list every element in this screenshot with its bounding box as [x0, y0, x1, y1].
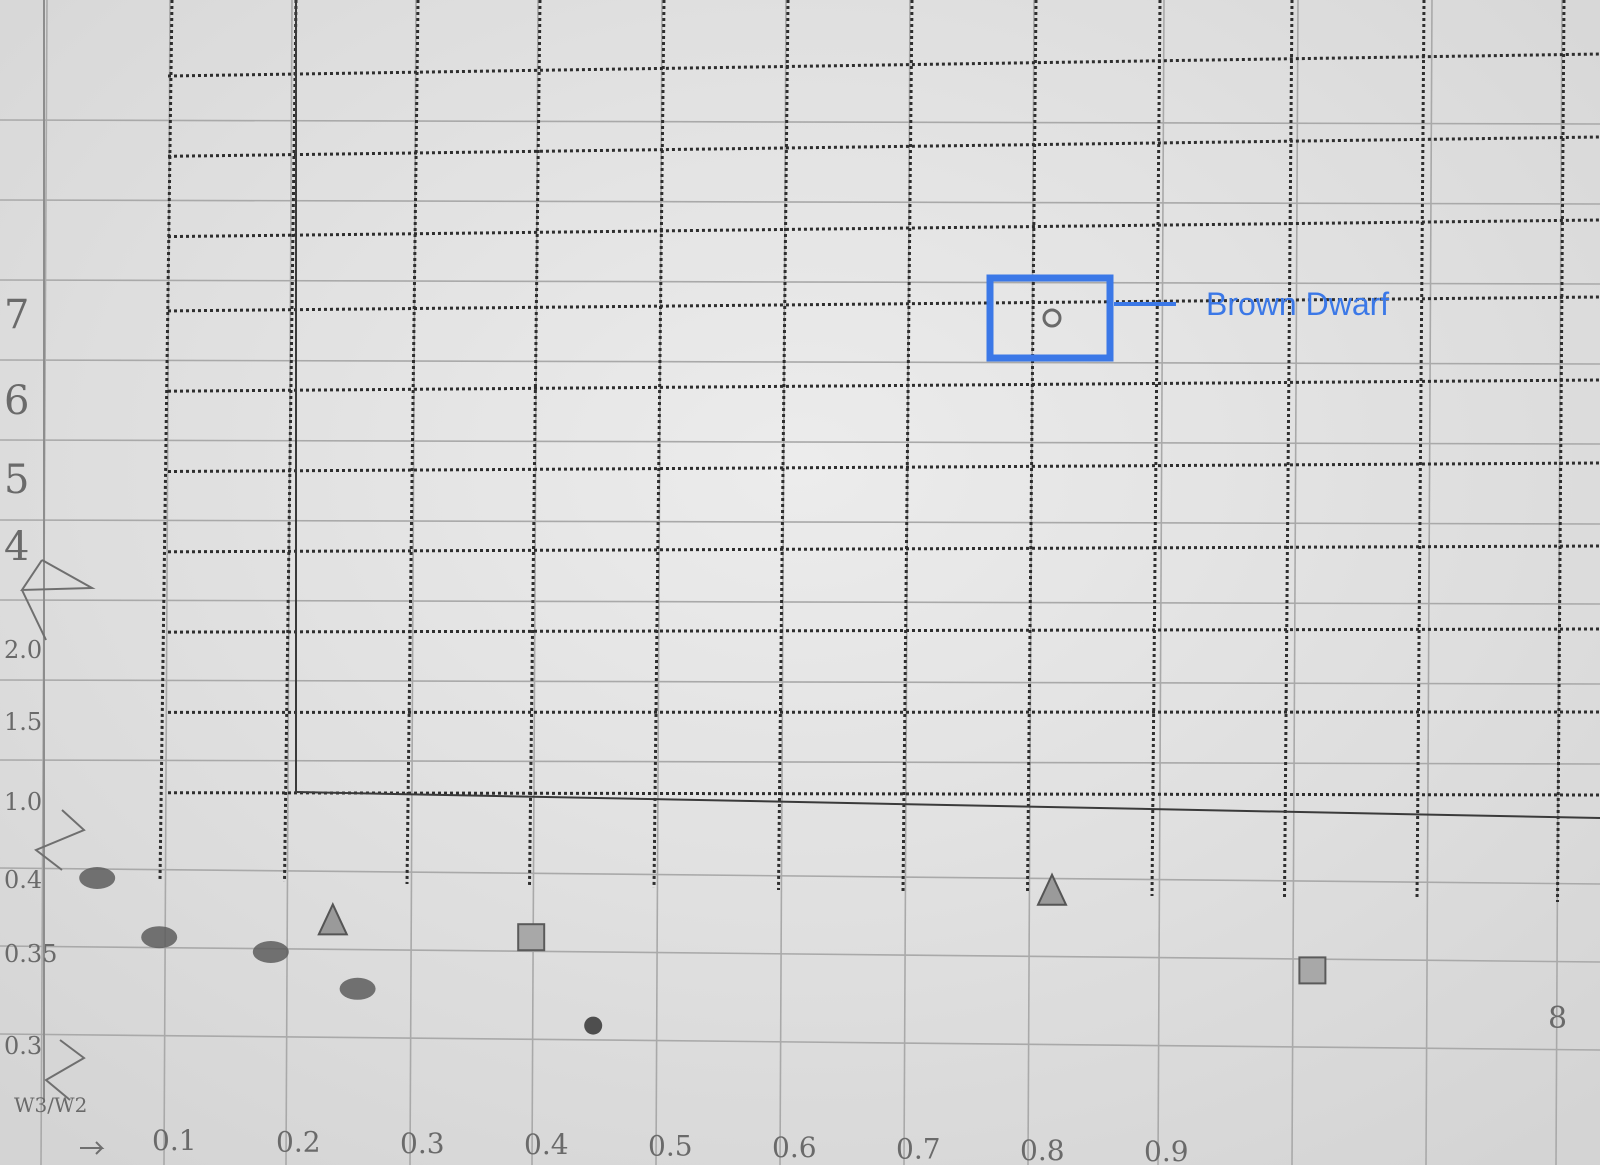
dotted-gridline-v [777, 0, 790, 891]
dotted-gridline-v [528, 0, 542, 887]
dotted-gridline-v [1415, 0, 1426, 901]
x-tick-label: 0.5 [648, 1130, 693, 1163]
y-tick-label: 1.0 [4, 788, 42, 816]
pencil-gridline-h [0, 679, 1600, 685]
pencil-gridline-h [0, 199, 1600, 205]
dotted-grid [158, 0, 1600, 903]
annotation-box [986, 274, 1114, 362]
x-tick-label: 0.7 [896, 1132, 941, 1165]
data-point-oval [252, 941, 289, 963]
y-tick-label: 5 [4, 457, 29, 503]
dotted-gridline-v [158, 0, 174, 881]
dotted-gridline-v [901, 0, 914, 893]
dotted-gridline-v [1556, 0, 1566, 903]
x-tick-label: 0.3 [400, 1127, 445, 1160]
x-label-arrow [80, 1141, 105, 1155]
y-tick-label: 0.4 [4, 866, 42, 894]
pencil-gridline-v [1291, 0, 1299, 1165]
pencil-gridline-h [0, 519, 1600, 525]
dotted-gridline-v [1026, 0, 1038, 895]
data-point-square [517, 923, 546, 952]
pencil-gridline-h [0, 359, 1600, 365]
x-tick-label: 0.4 [524, 1128, 569, 1161]
data-point-oval [339, 977, 376, 1000]
plot-frame [43, 0, 1600, 1100]
pencil-gridline-h [0, 1033, 1600, 1051]
x-tick-label: 0.2 [276, 1125, 321, 1158]
pencil-gridline-h [0, 279, 1600, 285]
dotted-gridline-h [167, 218, 1600, 239]
pencil-gridline-h [0, 599, 1600, 605]
y-tick-label: 0.35 [4, 940, 57, 968]
y-tick-label: 0.3 [4, 1032, 42, 1060]
pencil-gridline-h [0, 439, 1600, 445]
pencil-gridline-h [0, 119, 1600, 125]
dotted-gridline-v [1150, 0, 1162, 897]
dotted-gridline-h [167, 52, 1600, 78]
pencil-gridline-h [0, 759, 1600, 765]
dotted-gridline-h [167, 295, 1600, 313]
x-tick-label: 0.1 [152, 1124, 197, 1157]
frame-bottom [295, 791, 1600, 819]
break-mark-lower [44, 1039, 86, 1101]
x-axis-label: W3/W2 [14, 1093, 87, 1117]
x-tick-label: 0.8 [1020, 1134, 1065, 1165]
data-point-oval [141, 926, 178, 949]
data-point-dot [584, 1016, 603, 1035]
data-points [79, 308, 1327, 1035]
dotted-gridline-h [167, 135, 1600, 158]
dotted-gridline-h [167, 544, 1600, 554]
pencil-gridline-h [0, 867, 1600, 885]
x-tick-labels: 0.1 0.2 0.3 0.4 0.5 0.6 0.7 0.8 0.9 [152, 1124, 1189, 1165]
data-point-triangle [1036, 872, 1068, 906]
y-tick-label: 2.0 [4, 636, 42, 664]
data-point-square [1298, 956, 1327, 985]
pencil-gridline-v [1157, 0, 1165, 1165]
x-tick-label: 0.6 [772, 1131, 817, 1164]
break-mark-upper [20, 559, 96, 641]
annotation-layer: Brown Dwarf [986, 274, 1389, 362]
x-tick-label: 0.9 [1144, 1135, 1189, 1165]
page-number: 8 [1548, 1001, 1567, 1036]
dotted-gridline-v [652, 0, 666, 889]
dotted-gridline-h [167, 791, 1600, 797]
data-point-oval [79, 867, 116, 889]
data-point-open-circle [1042, 308, 1062, 328]
y-tick-labels: 0.3 0.35 0.4 1.0 1.5 2.0 4 5 6 7 [4, 292, 57, 1060]
annotation-label: Brown Dwarf [1206, 286, 1389, 322]
data-point-triangle [317, 902, 349, 936]
y-tick-label: 1.5 [4, 708, 42, 736]
y-tick-label: 4 [4, 524, 29, 570]
dotted-gridline-h [167, 461, 1600, 473]
break-mark-middle [34, 809, 86, 871]
dotted-gridline-h [167, 378, 1600, 393]
y-tick-label: 6 [4, 378, 29, 424]
axis-break-marks [20, 559, 105, 1155]
y-tick-label: 7 [4, 292, 29, 338]
pencil-gridline-v [1425, 0, 1433, 1165]
dotted-gridline-h [167, 627, 1600, 634]
